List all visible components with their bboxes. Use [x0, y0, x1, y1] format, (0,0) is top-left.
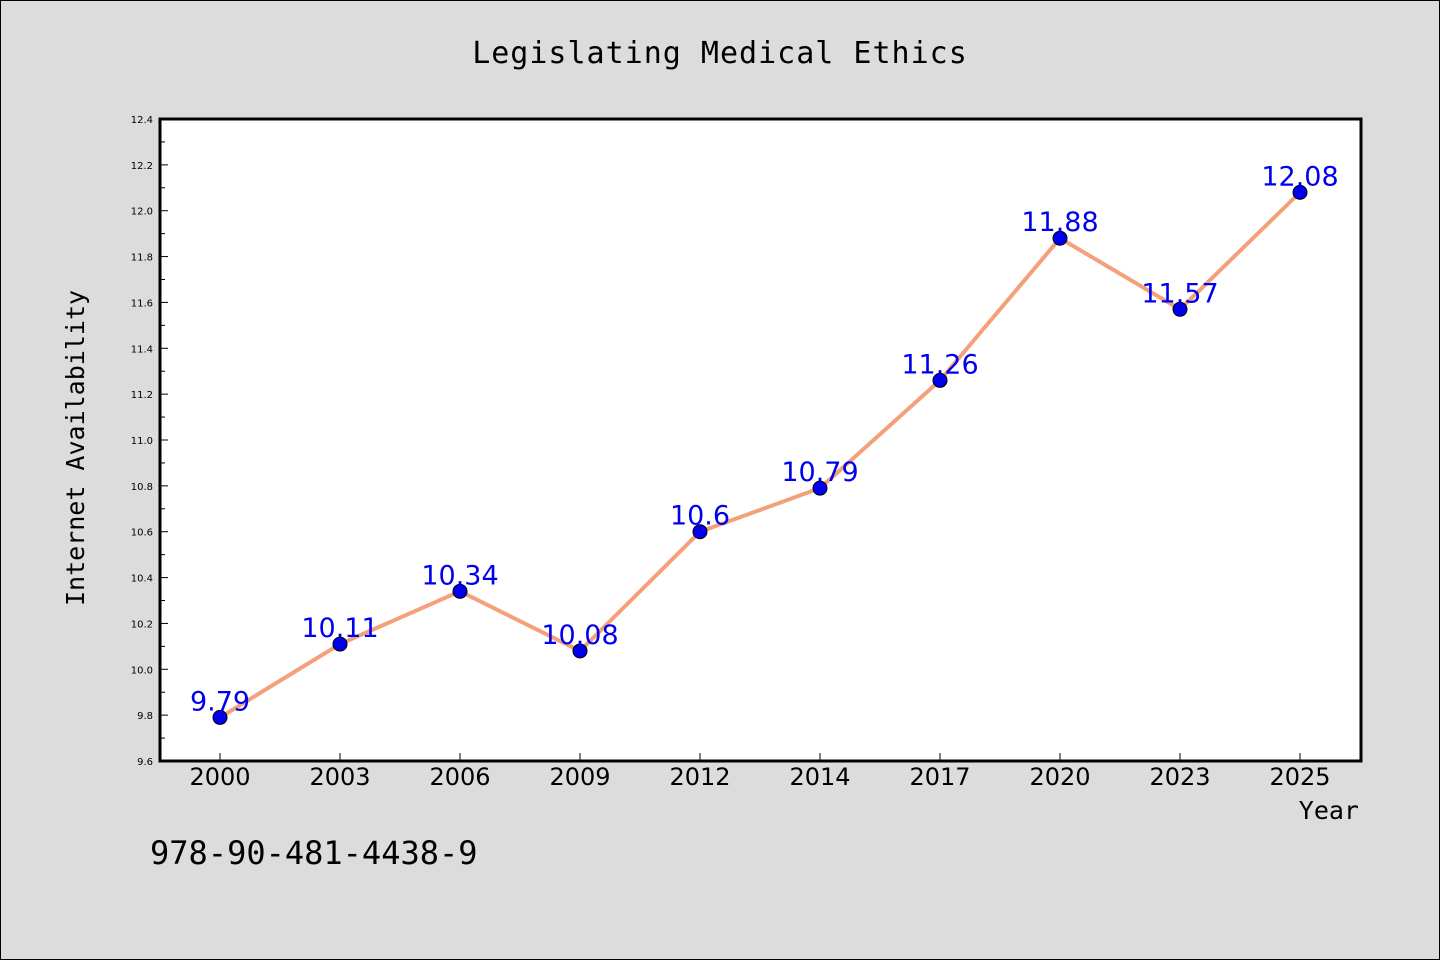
- x-axis-label: Year: [1299, 796, 1359, 825]
- y-tick-label: 10.2: [131, 619, 153, 630]
- y-tick-label: 10.8: [131, 482, 153, 493]
- data-point: [812, 480, 828, 496]
- data-point: [1052, 230, 1068, 246]
- data-point: [932, 372, 948, 388]
- data-label: 11.57: [1141, 278, 1218, 309]
- x-tick-label: 2003: [309, 763, 370, 791]
- x-tick-label: 2017: [909, 763, 970, 791]
- y-tick-label: 11.0: [131, 436, 153, 447]
- y-tick-label: 9.8: [137, 711, 153, 722]
- x-tick-label: 2009: [549, 763, 610, 791]
- x-tick-label: 2000: [189, 763, 250, 791]
- x-tick-label: 2020: [1029, 763, 1090, 791]
- data-label: 12.08: [1261, 161, 1338, 192]
- data-label: 10.79: [781, 457, 858, 488]
- y-tick-label: 10.6: [131, 528, 153, 539]
- y-axis: 9.6 9.8 10.0 10.2 10.4 10.6 10.8 11.0 11.2 11.4 11…: [131, 115, 168, 768]
- data-labels: 9.79 10.11 10.34 10.08 10.6 10.79 11.26 11.88 11…: [190, 161, 1339, 717]
- x-axis: 2000 2003 2006 2009 2012 2014 2017 2020 2023 2025: [189, 753, 1331, 791]
- x-tick-label: 2012: [669, 763, 730, 791]
- y-tick-label: 10.4: [131, 574, 153, 585]
- x-tick-label: 2025: [1269, 763, 1330, 791]
- y-tick-label: 11.4: [131, 344, 153, 355]
- y-tick-label: 12.4: [131, 115, 153, 126]
- data-label: 11.26: [901, 349, 978, 380]
- y-tick-label: 12.0: [131, 207, 153, 218]
- data-point: [452, 583, 468, 599]
- data-label: 10.08: [541, 620, 618, 651]
- data-label: 10.11: [301, 613, 378, 644]
- data-point: [692, 524, 708, 540]
- series-line: [218, 190, 1302, 720]
- y-axis-label: Internet Availability: [61, 290, 90, 606]
- y-tick-label: 11.2: [131, 390, 153, 401]
- y-tick-label: 10.0: [131, 665, 153, 676]
- data-point: [1172, 301, 1188, 317]
- data-point: [212, 709, 228, 725]
- data-label: 10.6: [670, 501, 730, 532]
- x-tick-label: 2006: [429, 763, 490, 791]
- data-label: 9.79: [190, 686, 250, 717]
- data-label: 10.34: [421, 560, 498, 591]
- data-points: [212, 184, 1308, 725]
- data-point: [1292, 184, 1308, 200]
- data-point: [332, 636, 348, 652]
- y-tick-label: 11.6: [131, 298, 153, 309]
- x-tick-label: 2014: [789, 763, 850, 791]
- chart-title: Legislating Medical Ethics: [472, 36, 968, 71]
- isbn-text: 978-90-481-4438-9: [150, 834, 478, 872]
- y-tick-label: 9.6: [137, 757, 153, 768]
- plot-area: [158, 117, 1363, 763]
- x-tick-label: 2023: [1149, 763, 1210, 791]
- y-tick-label: 11.8: [131, 253, 153, 264]
- y-tick-label: 12.2: [131, 161, 153, 172]
- data-label: 11.88: [1021, 207, 1098, 238]
- data-point: [572, 643, 588, 659]
